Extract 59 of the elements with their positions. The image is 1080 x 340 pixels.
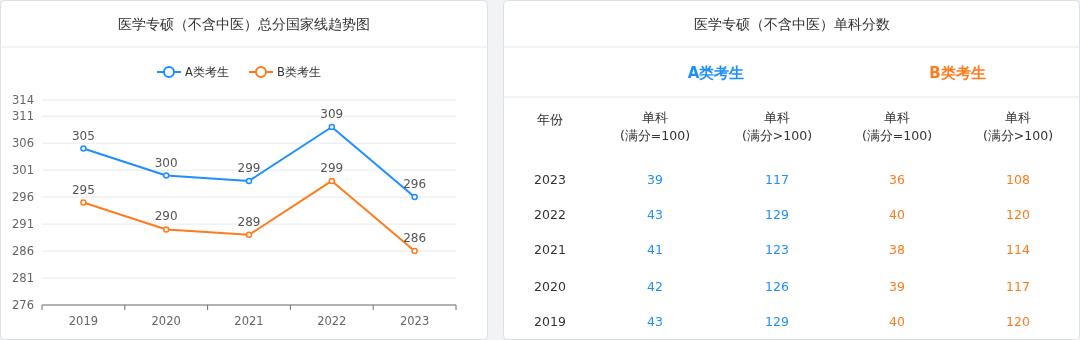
data-label: 43	[647, 207, 663, 222]
y-axis-title: 年份	[537, 112, 563, 127]
data-label: 117	[765, 172, 789, 187]
x-tick-label: 单科(满分>100)	[982, 110, 1054, 143]
data-label: 299	[320, 160, 344, 175]
data-label: 290	[154, 209, 178, 224]
chart-title: 医学专硕（不含中医）总分国家线趋势图	[118, 16, 370, 32]
data-label: 120	[1006, 314, 1030, 329]
legend-label: A类考生	[185, 65, 229, 79]
data-label: 129	[765, 314, 789, 329]
y-tick-label: 306	[12, 136, 34, 151]
data-label: 108	[1006, 172, 1030, 187]
data-label: 286	[403, 231, 427, 246]
x-tick-label: 2020	[151, 314, 181, 328]
y-tick-label: 2021	[534, 242, 566, 257]
data-label: 305	[71, 128, 95, 143]
x-tick-label: 2023	[399, 314, 430, 328]
data-label: 36	[889, 172, 905, 187]
data-label: 295	[71, 182, 95, 197]
legend-label: B类考生	[277, 65, 321, 79]
x-tick-label: 单科(满分>100)	[741, 110, 813, 143]
data-label: 39	[889, 279, 905, 294]
y-tick-label: 281	[12, 271, 34, 286]
data-label: 38	[889, 242, 905, 257]
text: A类考生	[687, 64, 745, 82]
x-tick-label: 单科(满分=100)	[619, 110, 691, 143]
data-label: 40	[889, 207, 905, 222]
y-tick-label: 276	[12, 298, 34, 312]
data-label: 39	[647, 172, 663, 187]
data-label: 117	[1006, 279, 1030, 294]
y-tick-label: 311	[12, 109, 34, 124]
data-label: 123	[765, 242, 789, 257]
x-tick-label: 2019	[68, 314, 99, 328]
y-tick-label: 296	[12, 190, 34, 205]
data-label: 289	[237, 214, 261, 229]
text: B类考生	[929, 64, 986, 82]
data-label: 309	[320, 106, 344, 121]
y-tick-label: 301	[12, 163, 34, 178]
data-label: 129	[765, 207, 789, 222]
y-tick-label: 2023	[534, 172, 566, 187]
data-label: 114	[1006, 242, 1030, 257]
y-tick-label: 314	[12, 93, 34, 107]
y-tick-label: 286	[12, 244, 34, 259]
data-label: 41	[647, 242, 663, 257]
data-label: 300	[154, 155, 178, 170]
data-label: 299	[237, 160, 261, 175]
y-tick-label: 291	[12, 217, 34, 232]
data-label: 296	[403, 177, 427, 192]
data-label: 43	[647, 314, 663, 329]
x-tick-label: 2022	[317, 314, 347, 328]
data-label: 40	[889, 314, 905, 329]
data-label: 126	[765, 279, 789, 294]
y-tick-label: 2020	[534, 279, 566, 294]
chart-title: 医学专硕（不含中医）单科分数	[693, 16, 890, 32]
x-tick-label: 单科(满分=100)	[861, 110, 933, 143]
x-tick-label: 2021	[234, 314, 264, 328]
data-label: 42	[647, 279, 663, 294]
y-tick-label: 2022	[534, 207, 566, 222]
data-label: 120	[1006, 207, 1030, 222]
